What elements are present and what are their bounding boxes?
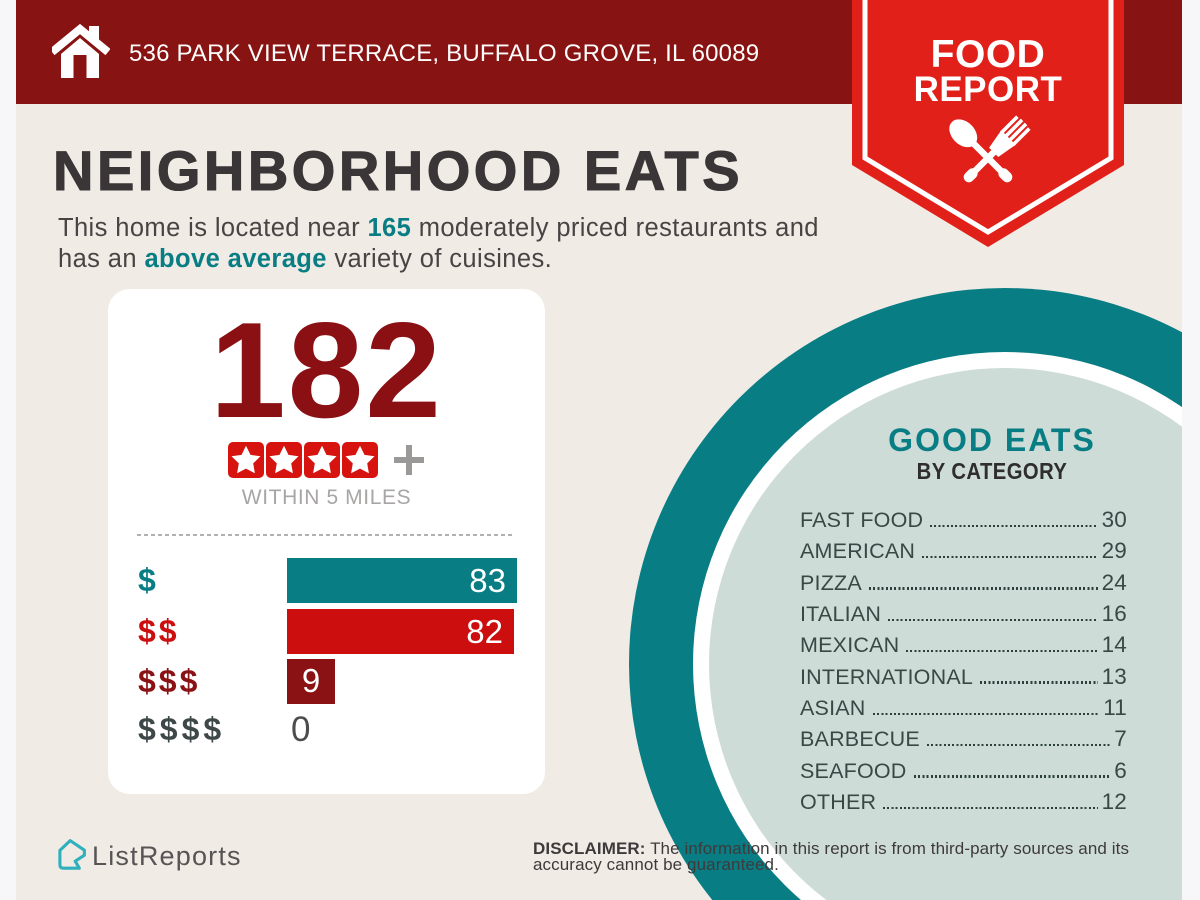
svg-text:REPORT: REPORT [914,70,1063,109]
svg-text:FOOD: FOOD [931,33,1046,76]
